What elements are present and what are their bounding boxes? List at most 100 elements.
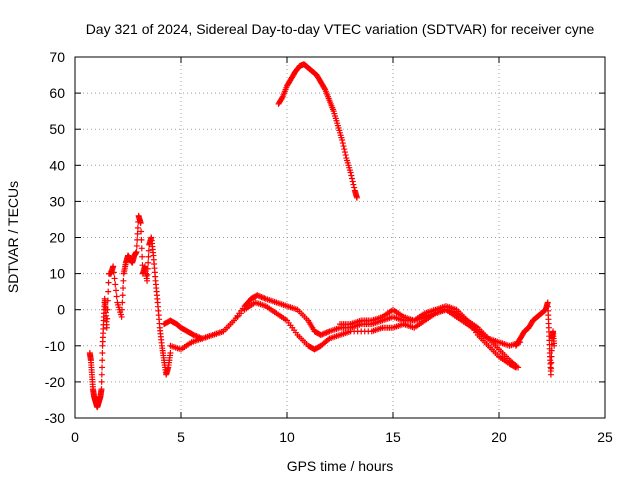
data-point-marker	[213, 330, 220, 337]
data-point-marker	[145, 259, 152, 266]
data-point-marker	[98, 386, 105, 393]
x-axis-label: GPS time / hours	[287, 458, 394, 474]
data-point-marker	[113, 293, 120, 300]
series-late	[512, 299, 558, 378]
data-point-marker	[144, 265, 151, 272]
data-point-marker	[118, 313, 125, 320]
data-point-marker	[199, 335, 206, 342]
y-tick-label: 60	[49, 85, 65, 101]
data-point-marker	[220, 328, 227, 335]
data-point-marker	[515, 364, 522, 371]
y-tick-label: 30	[49, 193, 65, 209]
data-point-marker	[349, 175, 356, 182]
data-point-marker	[548, 347, 555, 354]
data-points	[86, 61, 558, 411]
data-point-marker	[144, 271, 151, 278]
data-point-marker	[104, 306, 111, 313]
series-mid	[161, 292, 519, 371]
data-point-marker	[234, 313, 241, 320]
data-point-marker	[144, 277, 151, 284]
data-point-marker	[104, 315, 111, 322]
data-point-marker	[341, 146, 348, 153]
data-point-marker	[342, 152, 349, 159]
data-point-marker	[134, 230, 141, 237]
x-tick-label: 25	[597, 429, 613, 445]
grid-lines	[75, 57, 605, 418]
data-point-marker	[341, 149, 348, 156]
x-axis-ticks: 0 5 10 15 20 25	[71, 57, 613, 445]
data-point-marker	[105, 279, 112, 286]
data-point-marker	[353, 194, 360, 201]
data-point-marker	[548, 359, 555, 366]
data-point-marker	[202, 334, 209, 341]
y-tick-label: 20	[49, 230, 65, 246]
data-point-marker	[227, 321, 234, 328]
data-point-marker	[118, 306, 125, 313]
y-tick-label: 40	[49, 157, 65, 173]
data-point-marker	[339, 140, 346, 147]
x-tick-label: 15	[385, 429, 401, 445]
data-point-marker	[349, 178, 356, 185]
series-mid2	[167, 299, 522, 371]
data-point-marker	[548, 353, 555, 360]
data-point-marker	[119, 292, 126, 299]
y-tick-label: -30	[45, 410, 65, 426]
y-axis-ticks: -30 -20 -10 0 10 20 30 40 50 60 70	[45, 49, 605, 426]
data-point-marker	[138, 228, 145, 235]
series-mid3	[337, 306, 524, 349]
data-point-marker	[110, 269, 117, 276]
data-point-marker	[231, 317, 237, 324]
data-point-marker	[321, 85, 328, 92]
data-point-marker	[133, 248, 140, 255]
data-point-marker	[138, 245, 145, 252]
data-point-marker	[139, 253, 146, 260]
data-point-marker	[133, 242, 140, 249]
series-peak	[275, 61, 360, 201]
data-point-marker	[98, 371, 105, 378]
data-point-marker	[137, 220, 144, 227]
y-tick-label: 50	[49, 121, 65, 137]
data-point-marker	[103, 324, 110, 331]
y-tick-label: 10	[49, 266, 65, 282]
data-point-marker	[209, 331, 216, 338]
data-point-marker	[339, 137, 346, 144]
data-point-marker	[351, 184, 358, 191]
data-point-marker	[99, 350, 106, 357]
data-point-marker	[99, 364, 106, 371]
y-axis-label: SDTVAR / TECUs	[5, 181, 21, 293]
data-point-marker	[98, 378, 105, 385]
data-point-marker	[551, 342, 558, 349]
data-point-marker	[340, 143, 347, 150]
data-point-marker	[119, 299, 126, 306]
data-point-marker	[138, 236, 145, 243]
data-point-marker	[216, 329, 223, 336]
x-tick-label: 5	[177, 429, 185, 445]
y-tick-label: -10	[45, 338, 65, 354]
data-point-marker	[279, 94, 286, 101]
data-point-marker	[206, 333, 213, 340]
data-point-marker	[547, 371, 554, 378]
series-early	[86, 212, 174, 411]
data-point-marker	[120, 285, 127, 292]
data-point-marker	[145, 247, 152, 254]
data-point-marker	[348, 172, 355, 179]
data-point-marker	[111, 275, 118, 282]
data-point-marker	[110, 263, 117, 270]
data-point-marker	[105, 288, 112, 295]
x-tick-label: 10	[279, 429, 295, 445]
data-point-marker	[223, 324, 230, 331]
data-point-marker	[548, 365, 555, 372]
x-tick-label: 0	[71, 429, 79, 445]
data-point-marker	[350, 181, 357, 188]
x-tick-label: 20	[491, 429, 507, 445]
data-point-marker	[145, 253, 152, 260]
y-tick-label: 0	[57, 302, 65, 318]
data-point-marker	[167, 350, 174, 357]
data-point-marker	[134, 224, 141, 231]
data-point-marker	[112, 287, 119, 294]
y-tick-label: 70	[49, 49, 65, 65]
chart-title: Day 321 of 2024, Sidereal Day-to-day VTE…	[86, 21, 595, 37]
data-point-marker	[347, 169, 354, 176]
data-point-marker	[104, 297, 111, 304]
